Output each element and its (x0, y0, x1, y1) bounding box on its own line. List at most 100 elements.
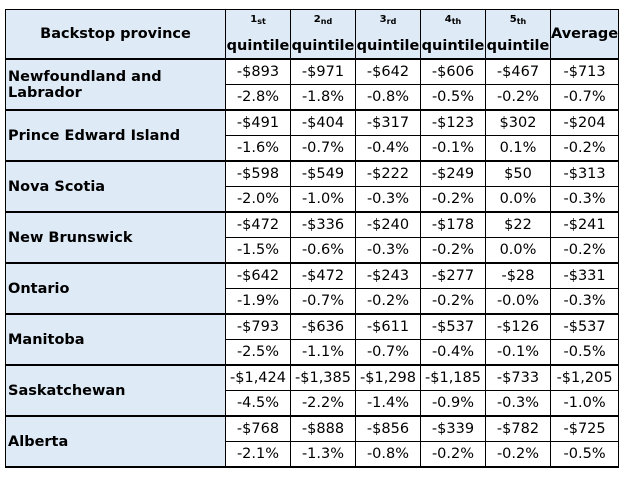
table-row: New Brunswick -$472 -$336 -$240 -$178 $22 -$24… (5, 211, 620, 263)
table-row: Saskatchewan -$1,424 -$1,385 -$1,298 -$1,185… (5, 364, 620, 416)
province-name: Nova Scotia (5, 160, 226, 212)
province-name: Alberta (5, 415, 226, 468)
dollar-cell: -$243 (355, 262, 421, 289)
dollar-cell: -$642 (355, 58, 421, 85)
average-percent-cell: -0.5% (549, 441, 620, 468)
dollar-cell: -$249 (420, 160, 486, 187)
province-name: Prince Edward Island (5, 109, 226, 161)
percent-cell: -0.2% (355, 288, 421, 314)
percent-cell: -0.2% (420, 441, 486, 468)
dollar-cell: $50 (485, 160, 551, 187)
percent-cell: -1.4% (355, 390, 421, 416)
table-row: -2.5% -1.1% -0.7% -0.4% -0.1% -0.5% (6, 339, 620, 365)
average-dollar-cell: -$725 (549, 415, 620, 442)
table-row: -1.9% -0.7% -0.2% -0.2% -0.0% -0.3% (6, 288, 620, 314)
dollar-cell: -$1,424 (225, 364, 291, 391)
table-row: Prince Edward Island -$491 -$404 -$317 -$123… (5, 109, 620, 161)
percent-cell: -0.4% (355, 135, 421, 161)
dollar-cell: -$768 (225, 415, 291, 442)
dollar-cell: -$126 (485, 313, 551, 340)
table-row: Ontario -$642 -$472 -$243 -$277 -$28 -$331 (5, 262, 620, 314)
average-dollar-cell: -$204 (549, 109, 620, 136)
dollar-cell: -$472 (290, 262, 356, 289)
dollar-cell: -$642 (225, 262, 291, 289)
average-dollar-cell: -$313 (549, 160, 620, 187)
percent-cell: -1.0% (290, 186, 356, 212)
header-quintile-4: 4th quintile (420, 9, 486, 60)
dollar-cell: -$277 (420, 262, 486, 289)
table-row: -1.5% -0.6% -0.3% -0.2% 0.0% -0.2% (6, 237, 620, 263)
percent-cell: -1.5% (225, 237, 291, 263)
average-percent-cell: -0.3% (549, 186, 620, 212)
average-percent-cell: -0.7% (549, 84, 620, 110)
dollar-cell: -$336 (290, 211, 356, 238)
average-percent-cell: -0.2% (549, 237, 620, 263)
dollar-cell: -$1,385 (290, 364, 356, 391)
province-name: Ontario (5, 262, 226, 314)
average-dollar-cell: -$1,205 (549, 364, 620, 391)
dollar-cell: -$793 (225, 313, 291, 340)
header-quintile-1: 1st quintile (225, 9, 291, 60)
percent-cell: -0.3% (485, 390, 551, 416)
dollar-cell: -$549 (290, 160, 356, 187)
percent-cell: 0.0% (485, 237, 551, 263)
percent-cell: -0.7% (290, 135, 356, 161)
percent-cell: -0.4% (420, 339, 486, 365)
header-average: Average (549, 9, 620, 60)
percent-cell: -0.0% (485, 288, 551, 314)
percent-cell: -1.9% (225, 288, 291, 314)
dollar-cell: -$240 (355, 211, 421, 238)
average-percent-cell: -0.2% (549, 135, 620, 161)
dollar-cell: -$1,298 (355, 364, 421, 391)
header-province: Backstop province (5, 9, 226, 60)
percent-cell: 0.0% (485, 186, 551, 212)
table-row: -4.5% -2.2% -1.4% -0.9% -0.3% -1.0% (6, 390, 620, 416)
table-row: Manitoba -$793 -$636 -$611 -$537 -$126 -$537 (5, 313, 620, 365)
average-dollar-cell: -$241 (549, 211, 620, 238)
dollar-cell: -$598 (225, 160, 291, 187)
dollar-cell: -$467 (485, 58, 551, 85)
dollar-cell: -$317 (355, 109, 421, 136)
percent-cell: -0.3% (355, 237, 421, 263)
dollar-cell: -$856 (355, 415, 421, 442)
header-quintile-2: 2nd quintile (290, 9, 356, 60)
table-row: -2.1% -1.3% -0.8% -0.2% -0.2% -0.5% (6, 441, 620, 468)
percent-cell: -0.2% (420, 237, 486, 263)
dollar-cell: -$782 (485, 415, 551, 442)
table-row: -2.0% -1.0% -0.3% -0.2% 0.0% -0.3% (6, 186, 620, 212)
dollar-cell: -$222 (355, 160, 421, 187)
dollar-cell: -$1,185 (420, 364, 486, 391)
percent-cell: -0.7% (355, 339, 421, 365)
percent-cell: -0.1% (485, 339, 551, 365)
percent-cell: -0.7% (290, 288, 356, 314)
average-dollar-cell: -$537 (549, 313, 620, 340)
dollar-cell: -$971 (290, 58, 356, 85)
percent-cell: -2.8% (225, 84, 291, 110)
table-row: -1.6% -0.7% -0.4% -0.1% 0.1% -0.2% (6, 135, 620, 161)
province-name: New Brunswick (5, 211, 226, 263)
dollar-cell: -$123 (420, 109, 486, 136)
percent-cell: -0.5% (420, 84, 486, 110)
dollar-cell: -$339 (420, 415, 486, 442)
percent-cell: -1.8% (290, 84, 356, 110)
dollar-cell: $302 (485, 109, 551, 136)
dollar-cell: -$636 (290, 313, 356, 340)
dollar-cell: -$178 (420, 211, 486, 238)
percent-cell: -1.6% (225, 135, 291, 161)
percent-cell: -2.0% (225, 186, 291, 212)
province-name: Newfoundland and Labrador (5, 58, 226, 110)
percent-cell: -0.8% (355, 441, 421, 468)
dollar-cell: -$28 (485, 262, 551, 289)
percent-cell: -0.2% (420, 186, 486, 212)
percent-cell: -2.5% (225, 339, 291, 365)
province-name: Manitoba (5, 313, 226, 365)
header-quintile-5: 5th quintile (485, 9, 551, 60)
province-name: Saskatchewan (5, 364, 226, 416)
dollar-cell: -$611 (355, 313, 421, 340)
dollar-cell: -$888 (290, 415, 356, 442)
percent-cell: -1.1% (290, 339, 356, 365)
dollar-cell: -$491 (225, 109, 291, 136)
average-percent-cell: -1.0% (549, 390, 620, 416)
header-quintile-3: 3rd quintile (355, 9, 421, 60)
average-dollar-cell: -$331 (549, 262, 620, 289)
